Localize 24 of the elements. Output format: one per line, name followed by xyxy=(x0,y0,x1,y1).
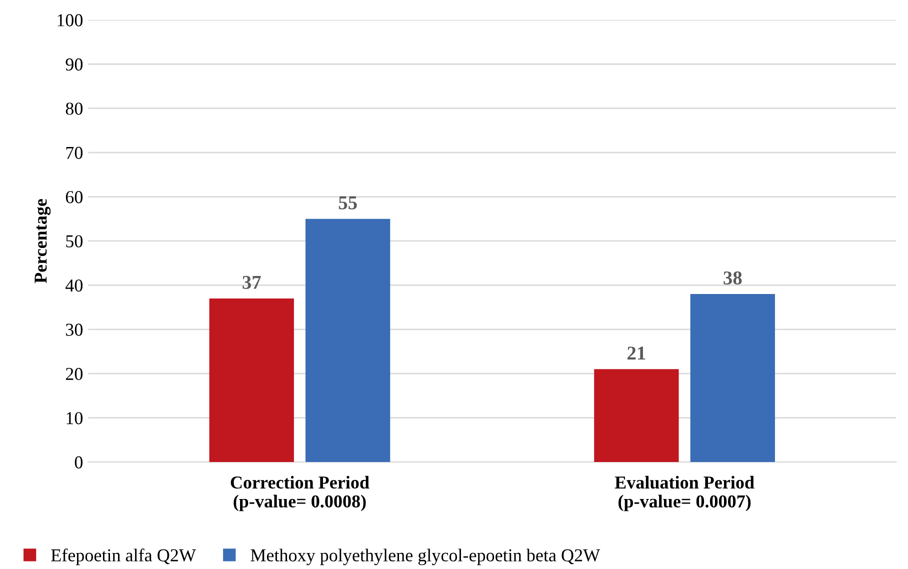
y-tick-label: 90 xyxy=(66,58,83,71)
y-tick-label: 100 xyxy=(58,14,83,26)
y-tick-label: 70 xyxy=(66,146,83,159)
legend-label: Methoxy polyethylene glycol-epoetin beta Q2W xyxy=(250,548,600,566)
bar xyxy=(306,218,390,462)
bar xyxy=(594,369,679,462)
x-tick-label: Evaluation Period (p-value= 0.0007) xyxy=(614,476,754,512)
y-axis-title: Percentage xyxy=(34,198,51,284)
data-label: 55 xyxy=(338,196,357,210)
y-tick-label: 50 xyxy=(66,235,83,248)
y-tick-label: 60 xyxy=(66,191,83,204)
data-label: 37 xyxy=(242,276,261,289)
y-tick-label: 40 xyxy=(66,279,83,292)
x-tick-label: Correction Period (p-value= 0.0008) xyxy=(230,476,370,512)
y-tick-label: 0 xyxy=(74,456,83,468)
bar xyxy=(209,298,294,462)
y-tick-label: 80 xyxy=(66,102,83,115)
y-tick-label: 30 xyxy=(66,324,83,336)
y-tick-label: 10 xyxy=(66,412,83,424)
data-label: 21 xyxy=(628,346,646,360)
data-label: 38 xyxy=(724,271,742,285)
legend-label: Efepoetin alfa Q2W xyxy=(51,548,196,566)
y-tick-label: 20 xyxy=(66,368,83,380)
bar xyxy=(690,294,775,462)
